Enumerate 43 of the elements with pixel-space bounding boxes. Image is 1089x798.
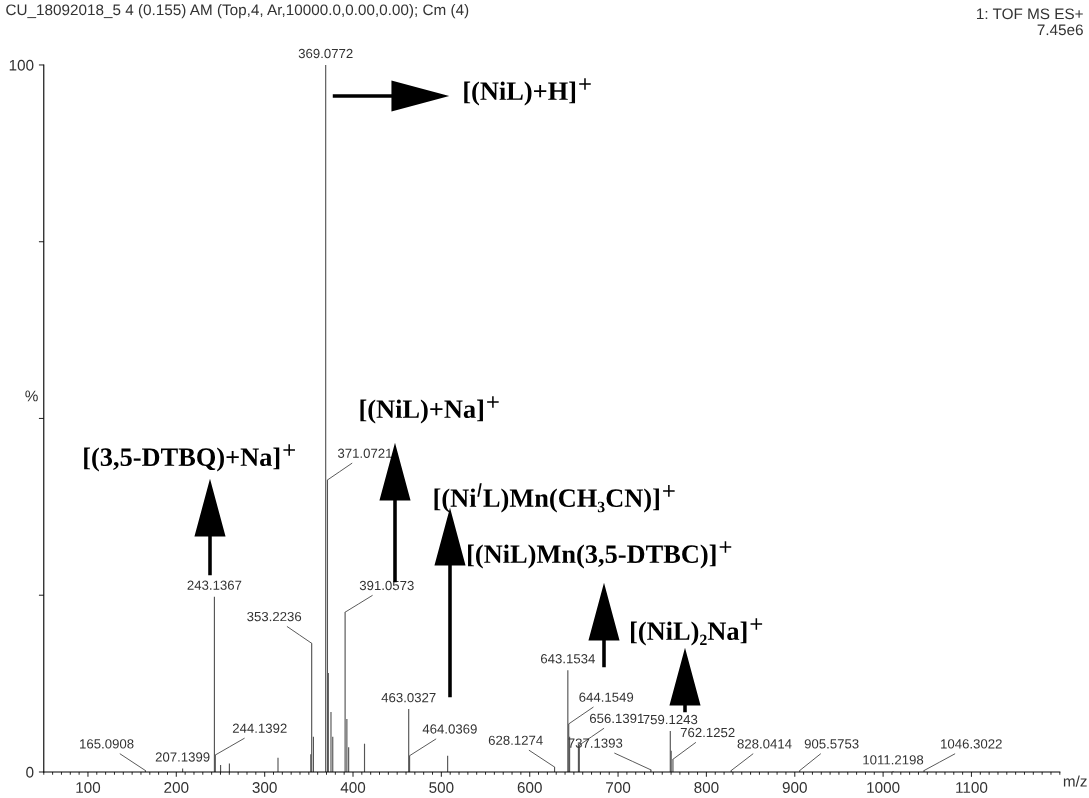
x-tick-label: 500 bbox=[429, 782, 454, 793]
text: 1: TOF MS ES+ bbox=[977, 8, 1083, 20]
y-axis-title: % bbox=[25, 390, 38, 402]
annotation: 165.0908 bbox=[80, 739, 134, 749]
annotation: 371.0721 bbox=[337, 448, 392, 458]
annotation: [(NiL)Mn(3,5-DTBC)]$^{+}$ bbox=[468, 541, 732, 569]
annotation: 656.1391 bbox=[589, 713, 644, 724]
annotation: 243.1367 bbox=[187, 580, 242, 590]
x-tick-label: 200 bbox=[164, 782, 189, 793]
x-tick-label: 100 bbox=[76, 782, 101, 793]
annotation: 353.2236 bbox=[247, 611, 302, 622]
text: 7.45e6 bbox=[1037, 24, 1083, 36]
annotation: 369.0772 bbox=[298, 48, 353, 59]
y-tick-label: 0 bbox=[26, 766, 34, 778]
chart-title: CU_18092018_5 4 (0.155) AM (Top,4, Ar,10000.0,0.00,0.00); Cm (4) bbox=[6, 3, 469, 19]
annotation: [(Ni$^{I}$L)Mn(CH₃CN)]$^{+}$ bbox=[434, 483, 675, 513]
x-tick-label: 600 bbox=[517, 782, 542, 793]
x-tick-label: 800 bbox=[694, 782, 719, 793]
annotation: [(3,5-DTBQ)+Na]$^{+}$ bbox=[84, 444, 295, 472]
x-tick-label: 300 bbox=[252, 782, 277, 793]
annotation: [(NiL)+Na]$^{+}$ bbox=[360, 396, 499, 424]
annotation: 464.0369 bbox=[422, 724, 477, 734]
annotation: [(NiL)₂Na]$^{+}$ bbox=[631, 618, 763, 646]
annotation: 762.1252 bbox=[680, 727, 735, 738]
annotation: 628.1274 bbox=[488, 735, 543, 745]
annotation: 644.1549 bbox=[579, 692, 634, 702]
annotation: 828.0414 bbox=[737, 739, 792, 749]
x-axis-title: m/z bbox=[1063, 775, 1087, 787]
x-tick-label: 1000 bbox=[867, 782, 900, 793]
x-tick-label: 400 bbox=[340, 782, 366, 793]
annotation: 643.1534 bbox=[540, 654, 595, 664]
annotation: 1046.3022 bbox=[941, 739, 1002, 749]
annotation: [(NiL)+H]$^{+}$ bbox=[464, 78, 591, 106]
annotation: 391.0573 bbox=[359, 580, 414, 591]
annotation: 905.5753 bbox=[804, 739, 859, 749]
x-tick-label: 700 bbox=[606, 782, 631, 793]
annotation: 207.1399 bbox=[155, 752, 210, 762]
annotation: 244.1392 bbox=[232, 723, 287, 733]
annotation: 759.1243 bbox=[643, 714, 698, 725]
x-tick-label: 900 bbox=[782, 782, 807, 793]
annotation: 463.0327 bbox=[381, 692, 436, 703]
annotation: 1011.2198 bbox=[863, 755, 924, 765]
x-tick-label: 1100 bbox=[956, 782, 988, 793]
